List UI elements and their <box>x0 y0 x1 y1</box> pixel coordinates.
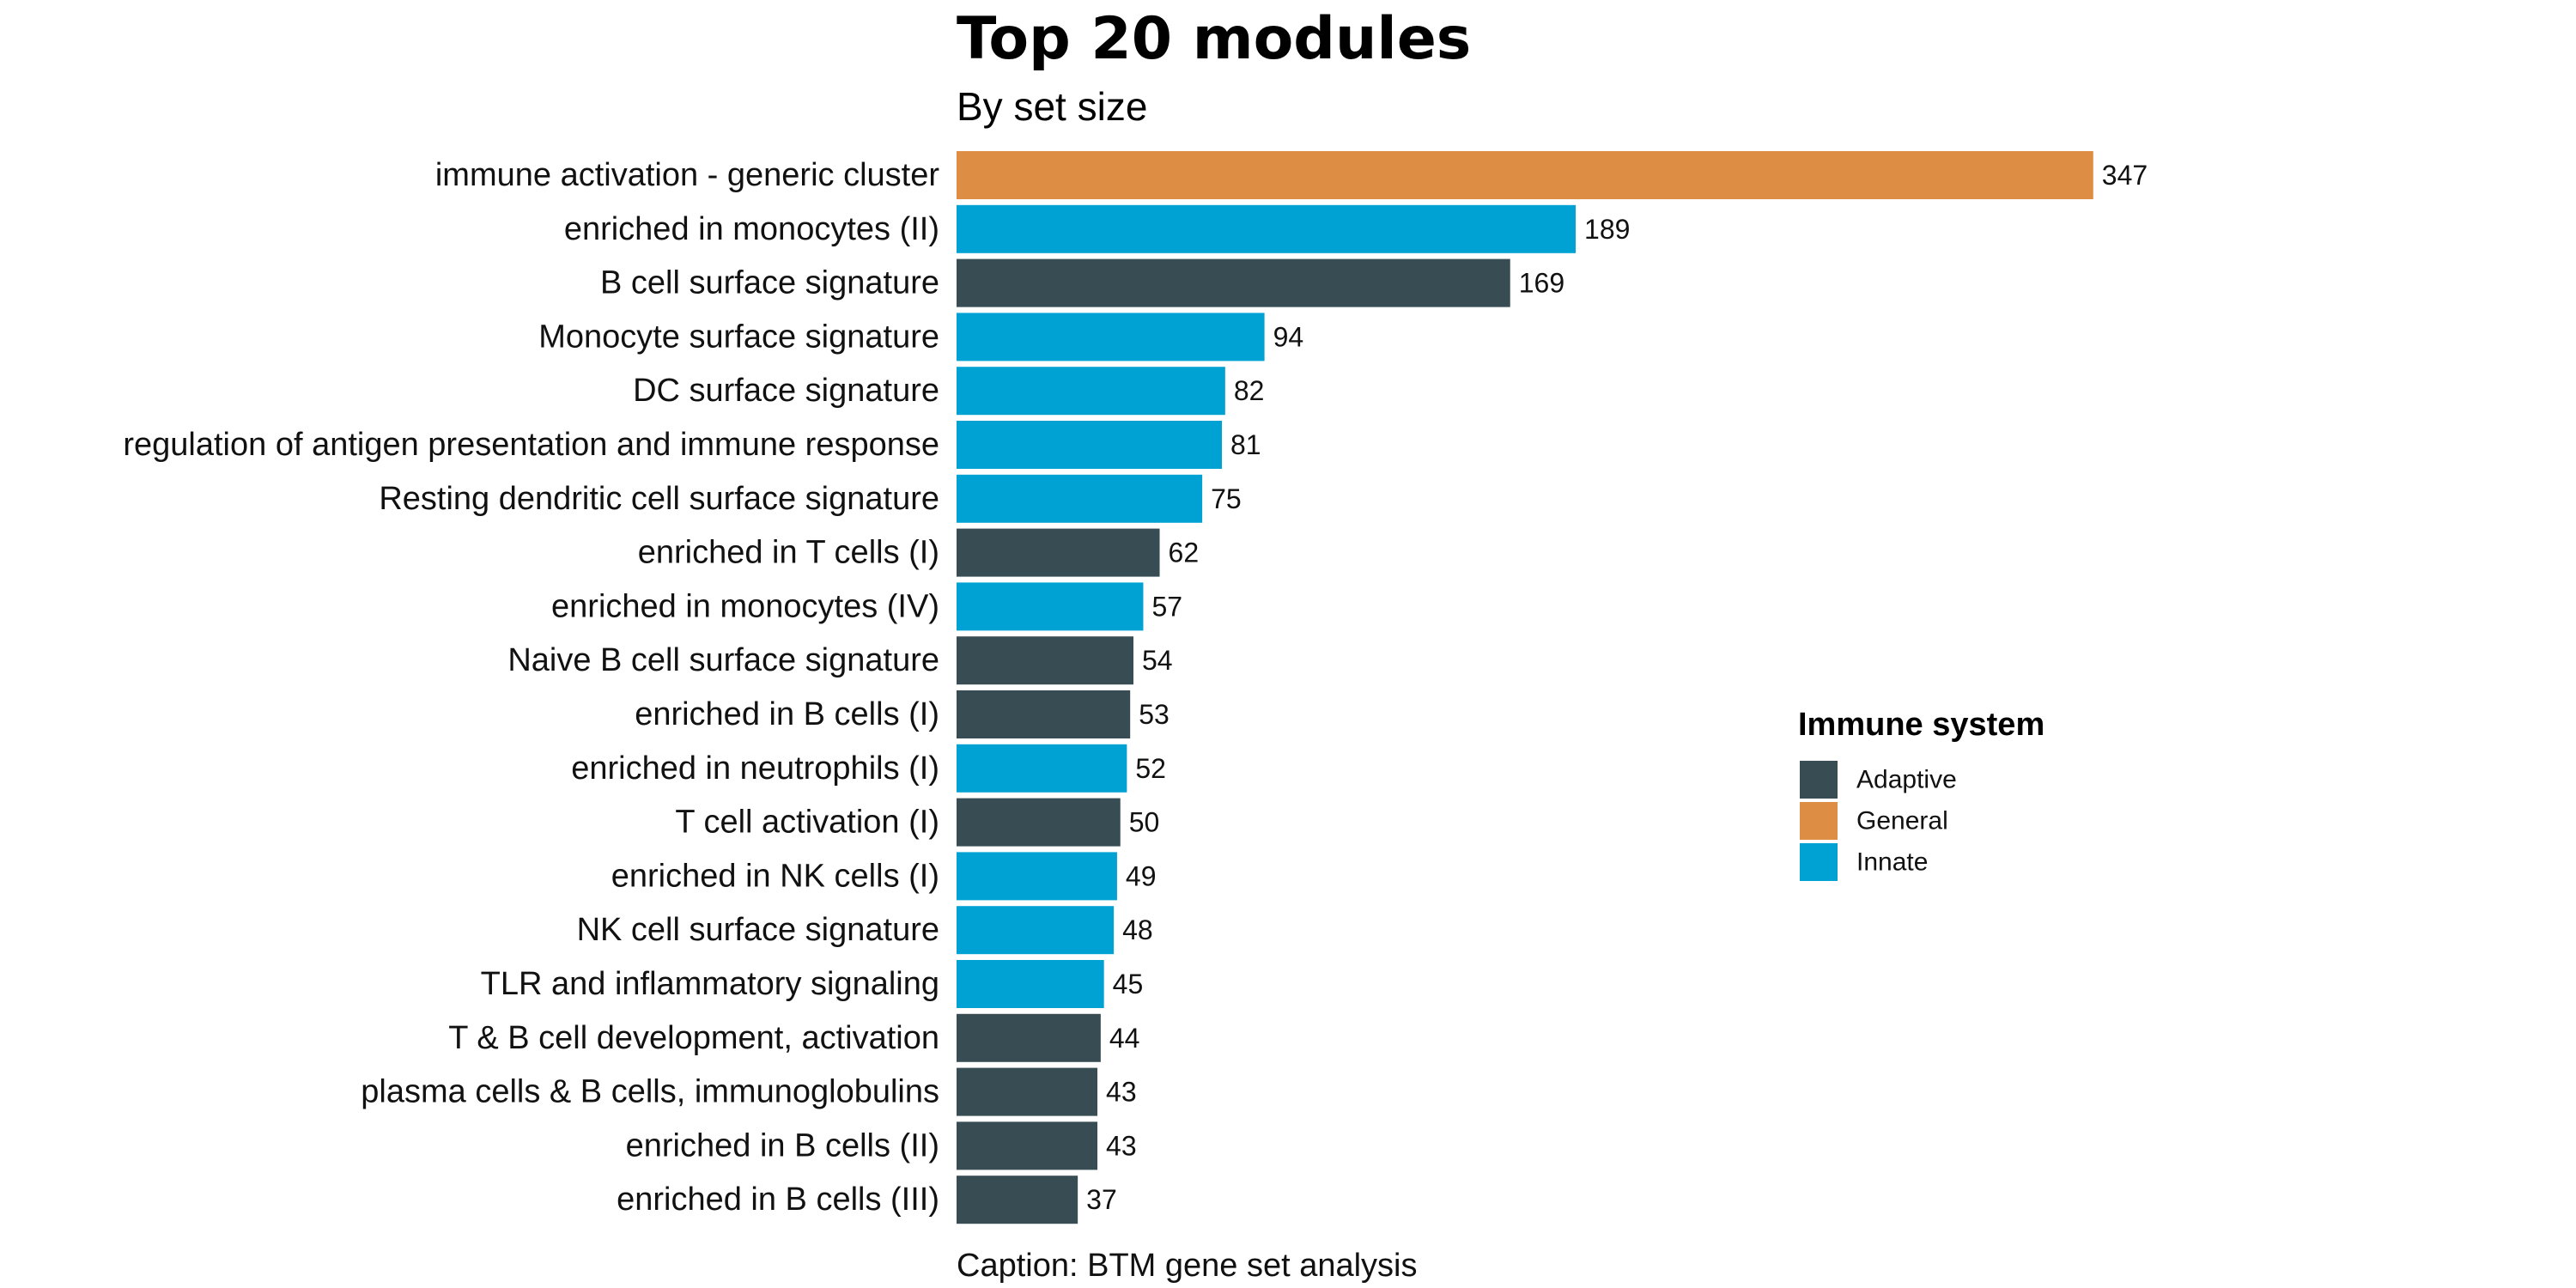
category-label: enriched in NK cells (I) <box>611 858 939 894</box>
bar <box>957 798 1121 847</box>
value-label: 44 <box>1109 1023 1140 1054</box>
value-label: 82 <box>1234 375 1265 406</box>
value-label: 37 <box>1086 1184 1117 1215</box>
category-label: enriched in monocytes (IV) <box>551 588 939 624</box>
category-label: plasma cells & B cells, immunoglobulins <box>361 1074 939 1110</box>
value-label: 75 <box>1211 483 1242 514</box>
legend-label: Innate <box>1856 848 1928 877</box>
category-label: enriched in B cells (III) <box>617 1182 939 1218</box>
category-label: enriched in neutrophils (I) <box>571 750 939 787</box>
chart-caption: Caption: BTM gene set analysis <box>957 1248 1418 1284</box>
category-label: Naive B cell surface signature <box>507 642 939 678</box>
bar <box>957 1176 1078 1224</box>
value-label: 52 <box>1135 753 1166 784</box>
legend-swatch <box>1800 843 1838 881</box>
legend-swatch <box>1800 802 1838 840</box>
bar <box>957 474 1203 523</box>
category-label: DC surface signature <box>633 373 939 409</box>
value-label: 53 <box>1139 699 1170 730</box>
bars-layer <box>957 151 2093 1224</box>
value-label: 189 <box>1584 214 1630 245</box>
bar <box>957 744 1127 793</box>
value-labels: 347 189 169 94 82 81 75 62 57 54 53 52 50 49 48 45 44 43 4… <box>1086 160 2148 1215</box>
value-label: 54 <box>1142 645 1173 676</box>
category-label: Resting dendritic cell surface signature <box>379 481 939 517</box>
category-label: NK cell surface signature <box>577 912 939 948</box>
value-label: 57 <box>1151 591 1182 622</box>
value-label: 43 <box>1106 1130 1137 1161</box>
value-label: 49 <box>1126 860 1157 891</box>
value-label: 347 <box>2102 160 2148 191</box>
category-label: enriched in T cells (I) <box>638 535 939 571</box>
bar <box>957 421 1223 469</box>
category-label: TLR and inflammatory signaling <box>481 966 939 1002</box>
category-label: B cell surface signature <box>600 265 939 301</box>
category-label: regulation of antigen presentation and i… <box>123 427 939 463</box>
legend-items: Adaptive General Innate <box>1800 761 1957 881</box>
bar <box>957 852 1117 901</box>
bar <box>957 960 1104 1008</box>
legend-swatch <box>1800 761 1838 799</box>
bar <box>957 367 1225 416</box>
value-label: 81 <box>1230 429 1261 460</box>
value-label: 43 <box>1106 1077 1137 1108</box>
bar <box>957 313 1265 361</box>
value-label: 48 <box>1122 914 1153 945</box>
category-labels: immune activation - generic cluster enric… <box>123 157 939 1218</box>
bar <box>957 582 1144 631</box>
bar <box>957 258 1510 307</box>
category-label: immune activation - generic cluster <box>435 157 939 193</box>
bar <box>957 204 1577 253</box>
bar <box>957 1013 1101 1062</box>
bar <box>957 906 1115 955</box>
category-label: enriched in B cells (II) <box>626 1127 939 1163</box>
category-label: Monocyte surface signature <box>538 319 939 355</box>
category-label: T cell activation (I) <box>675 805 939 841</box>
value-label: 62 <box>1169 538 1200 568</box>
bar <box>957 151 2093 199</box>
bar <box>957 1067 1098 1116</box>
bar <box>957 528 1160 577</box>
value-label: 169 <box>1519 268 1564 299</box>
category-label: T & B cell development, activation <box>448 1020 939 1056</box>
legend-label: General <box>1856 807 1948 835</box>
legend: Immune system Adaptive General Innate <box>1798 707 2044 881</box>
bar <box>957 636 1134 685</box>
bar <box>957 1121 1098 1170</box>
value-label: 94 <box>1273 321 1304 352</box>
value-label: 45 <box>1113 969 1144 999</box>
bar <box>957 690 1131 738</box>
category-label: enriched in monocytes (II) <box>564 211 939 247</box>
legend-title: Immune system <box>1798 707 2044 743</box>
legend-label: Adaptive <box>1856 766 1957 794</box>
chart-title: Top 20 modules <box>957 5 1471 73</box>
chart-subtitle: By set size <box>957 84 1147 129</box>
value-label: 50 <box>1129 807 1160 838</box>
category-label: enriched in B cells (I) <box>635 696 939 732</box>
